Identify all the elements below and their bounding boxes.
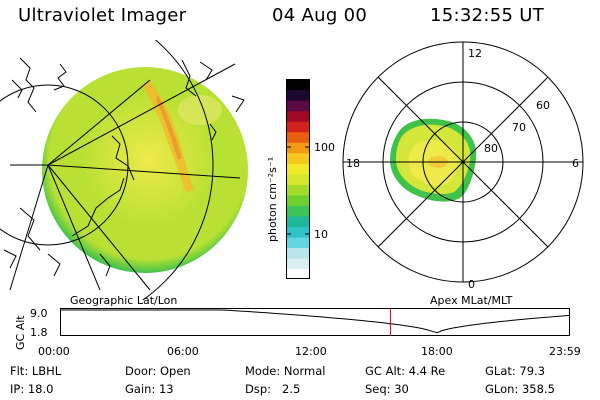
time-tick-0000: 00:00 — [38, 345, 70, 358]
color-bar — [286, 79, 310, 279]
colorbar-band — [286, 131, 310, 143]
mlt-label-18: 18 — [346, 157, 360, 170]
flt-field: Flt: LBHL — [10, 364, 62, 378]
lat-lon-grid — [0, 40, 241, 300]
altitude-tick-min: 1.8 — [30, 326, 48, 339]
gain-field: Gain: 13 — [125, 382, 174, 396]
colorbar-tick-100: 100 — [314, 141, 335, 154]
time-tick-2359: 23:59 — [549, 345, 581, 358]
time-tick-1800: 18:00 — [421, 345, 453, 358]
door-value: Open — [159, 364, 191, 378]
dsp-field: Dsp: 2.5 — [245, 382, 301, 396]
mlt-label-12: 12 — [468, 47, 482, 60]
glat-value: 79.3 — [519, 364, 546, 378]
seq-value: 30 — [394, 382, 409, 396]
altitude-curve — [60, 309, 570, 334]
geographic-image — [0, 40, 248, 300]
altitude-axis-label: GC Alt — [14, 315, 27, 350]
altitude-plot-frame — [60, 308, 570, 336]
glon-value: 358.5 — [521, 382, 555, 396]
mlat-label-70: 70 — [512, 121, 526, 134]
colorbar-band — [286, 142, 310, 154]
colorbar-band — [286, 236, 310, 249]
colorbar-band — [286, 79, 310, 91]
colorbar-band — [286, 226, 310, 238]
colorbar-band — [286, 247, 310, 259]
colorbar-band — [286, 163, 310, 175]
colorbar-unit-label: photon cm⁻²s⁻¹ — [266, 156, 279, 242]
seq-field: Seq: 30 — [365, 382, 409, 396]
colorbar-band — [286, 121, 310, 133]
time-tick-1200: 12:00 — [295, 345, 327, 358]
gain-value: 13 — [158, 382, 174, 396]
colorbar-band — [286, 257, 310, 270]
colorbar-band — [286, 205, 310, 217]
gc-alt-value: 4.4 Re — [408, 364, 446, 378]
image-time: 15:32:55 UT — [430, 5, 545, 26]
mlt-label-0: 0 — [468, 278, 475, 291]
colorbar-band — [286, 100, 310, 112]
image-date: 04 Aug 00 — [272, 5, 368, 26]
colorbar-band — [286, 173, 310, 185]
auroral-image-disc — [42, 67, 248, 273]
glat-field: GLat: 79.3 — [485, 364, 546, 378]
ip-value: 18.0 — [27, 382, 54, 396]
mlat-label-60: 60 — [536, 99, 550, 112]
instrument-title: Ultraviolet Imager — [18, 5, 187, 26]
altitude-plot — [60, 308, 570, 336]
geographic-panel-title: Geographic Lat/Lon — [70, 294, 178, 307]
colorbar-band — [286, 215, 310, 227]
colorbar-band — [286, 268, 310, 279]
colorbar-band — [286, 152, 310, 164]
auroral-arc-bright — [156, 95, 182, 160]
bright-patch — [178, 95, 222, 125]
colorbar-band — [286, 194, 310, 206]
flt-value: LBHL — [31, 364, 62, 378]
altitude-tick-max: 9.0 — [30, 307, 48, 320]
colorbar-tick-10: 10 — [314, 228, 328, 241]
door-field: Door: Open — [125, 364, 191, 378]
colorbar-band — [286, 110, 310, 122]
coastlines — [3, 57, 245, 277]
glon-field: GLon: 358.5 — [485, 382, 555, 396]
mlat-label-80: 80 — [484, 142, 498, 155]
auroral-arc — [142, 80, 194, 192]
polar-grid — [342, 41, 584, 283]
mode-field: Mode: Normal — [245, 364, 326, 378]
dsp-value: 2.5 — [282, 382, 301, 396]
gc-alt-field: GC Alt: 4.4 Re — [365, 364, 446, 378]
time-tick-0600: 06:00 — [167, 345, 199, 358]
mlt-label-6: 6 — [572, 157, 579, 170]
ip-field: IP: 18.0 — [10, 382, 54, 396]
mlat-mlt-plot: 12 0 18 6 60 70 80 — [342, 41, 584, 291]
mode-value: Normal — [283, 364, 326, 378]
colorbar-band — [286, 89, 310, 101]
apex-panel-title: Apex MLat/MLT — [430, 294, 513, 307]
colorbar-band — [286, 184, 310, 196]
